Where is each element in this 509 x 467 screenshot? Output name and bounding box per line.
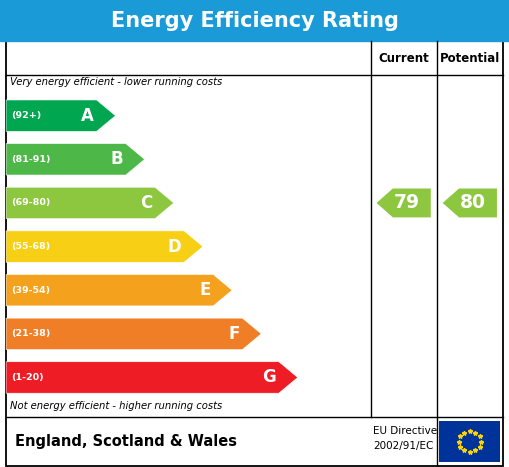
Polygon shape [443, 189, 497, 218]
Text: 79: 79 [393, 193, 419, 212]
Polygon shape [6, 144, 145, 175]
Text: F: F [229, 325, 240, 343]
Text: C: C [140, 194, 152, 212]
Text: 2002/91/EC: 2002/91/EC [373, 441, 434, 451]
Polygon shape [6, 362, 298, 393]
Text: Potential: Potential [440, 52, 500, 64]
Text: E: E [200, 281, 211, 299]
Text: (39-54): (39-54) [11, 286, 50, 295]
Text: (92+): (92+) [11, 111, 41, 120]
Text: Current: Current [378, 52, 429, 64]
Text: (55-68): (55-68) [11, 242, 50, 251]
Polygon shape [6, 187, 174, 219]
Text: (69-80): (69-80) [11, 198, 50, 207]
Polygon shape [6, 275, 232, 306]
Text: Not energy efficient - higher running costs: Not energy efficient - higher running co… [10, 401, 222, 410]
Text: Very energy efficient - lower running costs: Very energy efficient - lower running co… [10, 77, 222, 87]
Text: G: G [263, 368, 276, 387]
Polygon shape [6, 100, 116, 131]
Polygon shape [6, 231, 203, 262]
Text: B: B [110, 150, 123, 168]
Text: (21-38): (21-38) [11, 329, 50, 338]
Text: England, Scotland & Wales: England, Scotland & Wales [15, 434, 237, 449]
Text: (81-91): (81-91) [11, 155, 51, 164]
Polygon shape [377, 189, 431, 218]
Text: D: D [168, 238, 182, 255]
Text: (1-20): (1-20) [11, 373, 44, 382]
Text: EU Directive: EU Directive [373, 426, 437, 436]
Text: 80: 80 [460, 193, 486, 212]
Bar [439, 421, 500, 462]
Polygon shape [6, 318, 261, 349]
Bar [0, 0, 509, 41]
Text: A: A [81, 106, 94, 125]
Text: Energy Efficiency Rating: Energy Efficiency Rating [110, 11, 399, 30]
